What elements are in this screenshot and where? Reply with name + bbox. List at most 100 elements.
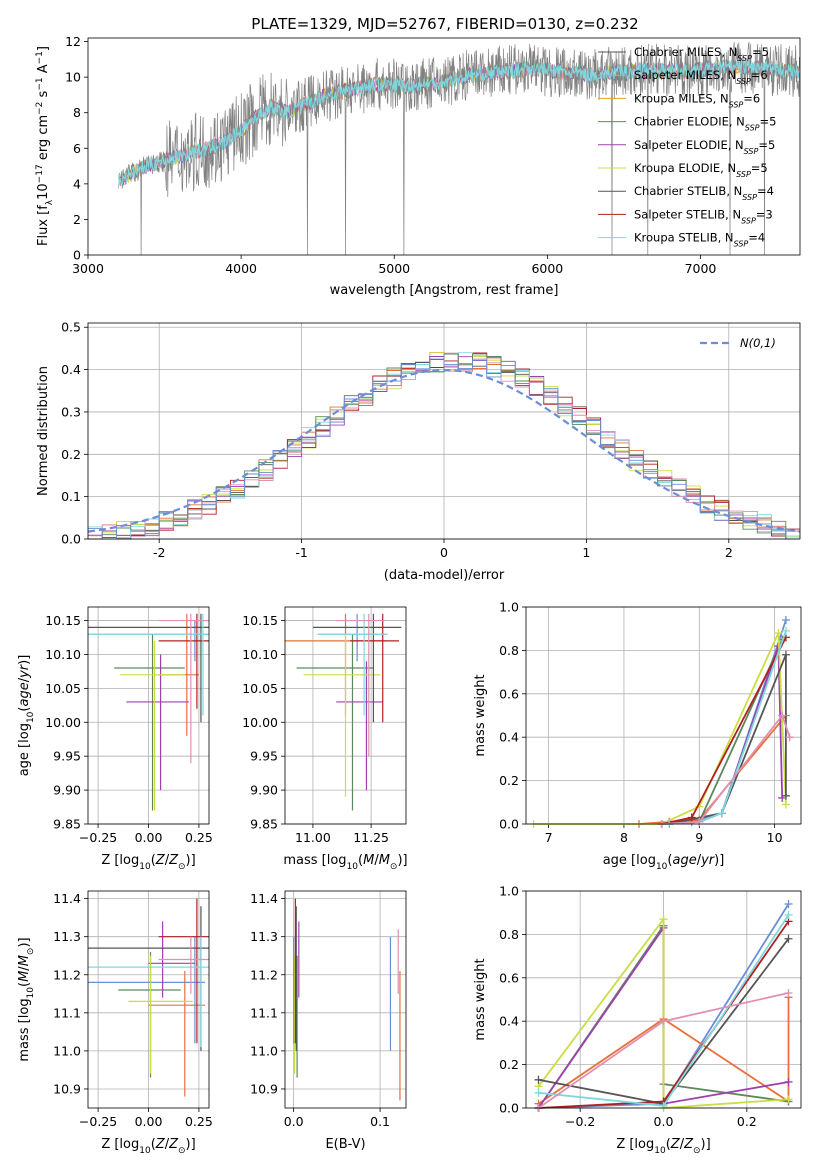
plus-marker [659, 1101, 668, 1110]
plus-marker [781, 791, 790, 800]
y-tick-label: 6 [73, 141, 81, 156]
y-tick-label: 0 [73, 248, 81, 263]
y-axis-label: mass weight [473, 958, 488, 1040]
spectrum-lines [118, 42, 800, 255]
y-tick-label: 0.6 [499, 970, 519, 985]
plus-marker [695, 817, 704, 826]
legend-entry: Chabrier STELIB, NSSP=4 [634, 184, 774, 202]
plus-marker [534, 1075, 543, 1084]
y-tick-label: 11.2 [250, 967, 278, 982]
spectrum-panel: 3000 4000 5000 6000 7000 0 2 4 6 8 10 12 wavelength … [35, 34, 801, 298]
x-tick-label: 0.25 [185, 1114, 213, 1129]
y-tick-label: 10.00 [242, 715, 278, 730]
y-tick-label: 0.8 [499, 643, 519, 658]
x-tick-label: 6000 [531, 261, 563, 276]
legend-entry: N(0,1) [740, 336, 776, 350]
y-tick-label: 9.95 [250, 749, 278, 764]
y-tick-label: 10.10 [45, 647, 81, 662]
x-tick-label: 2 [725, 545, 733, 560]
best-model-line [118, 59, 800, 186]
y-tick-label: 10.10 [242, 647, 278, 662]
y-tick-label: 8 [73, 105, 81, 120]
y-tick-label: 0.4 [499, 1014, 519, 1029]
x-tick-label: 0 [440, 545, 448, 560]
y-tick-label: 10.9 [53, 1081, 81, 1096]
y-tick-label: 10.15 [242, 613, 278, 628]
weight-line [638, 714, 787, 825]
plus-marker [659, 915, 668, 924]
x-tick-label: 0.00 [135, 1114, 163, 1129]
x-axis-label: (data-model)/error [384, 568, 505, 583]
y-tick-label: 9.85 [53, 817, 81, 832]
x-tick-label: 7 [545, 830, 553, 845]
plus-marker [781, 616, 790, 625]
plus-marker [784, 1095, 793, 1104]
y-axis-label: age [log10(age/yr)] [17, 655, 36, 777]
x-tick-label: 0.00 [135, 830, 163, 845]
axes-frame [525, 606, 802, 825]
plus-marker [784, 988, 793, 997]
legend-entry: Kroupa ELODIE, NSSP=5 [634, 161, 768, 179]
y-tick-label: 0.2 [499, 773, 519, 788]
y-tick-label: 4 [73, 176, 81, 191]
x-tick-label: 11.00 [295, 830, 331, 845]
x-axis-label: wavelength [Angstrom, rest frame] [330, 283, 559, 298]
y-tick-label: 11.3 [250, 929, 278, 944]
y-tick-label: 11.4 [53, 891, 81, 906]
y-tick-label: 11.0 [53, 1043, 81, 1058]
plus-marker [784, 910, 793, 919]
x-tick-label: 8 [620, 830, 628, 845]
y-tick-label: 10.9 [250, 1081, 278, 1096]
x-axis-label: E(B-V) [325, 1137, 365, 1152]
x-tick-label: 0.25 [185, 830, 213, 845]
weight-line [661, 636, 787, 825]
legend-entry: Salpeter ELODIE, NSSP=5 [634, 138, 775, 156]
plus-marker [659, 1017, 668, 1026]
y-tick-label: 12 [65, 34, 81, 49]
weight-vs-age-panel: 7 8 9 10 0.0 0.2 0.4 0.6 0.8 1.0 age [log10(age/yr… [473, 600, 802, 872]
y-tick-label: 11.4 [250, 891, 278, 906]
legend-entry: Kroupa MILES, NSSP=6 [634, 91, 760, 109]
x-axis-label: mass [log10(M/M⊙)] [283, 853, 407, 872]
plus-marker [778, 711, 787, 720]
age-vs-mass-panel: 11.00 11.25 9.85 9.90 9.95 10.00 10.05 10.10 10.… [242, 606, 408, 872]
weight-line [533, 632, 787, 825]
mass-vs-Z-panel: −0.25 0.00 0.25 10.9 11.0 11.1 11.2 11.3 11.4 Z [… [17, 890, 213, 1156]
gaussian-curve [87, 368, 801, 533]
x-axis-label: Z [log10(Z/Z⊙)] [616, 1137, 710, 1156]
y-tick-label: 9.90 [250, 783, 278, 798]
legend-entry: Chabrier ELODIE, NSSP=5 [634, 115, 776, 133]
weight-line [537, 997, 790, 1105]
plus-marker [784, 900, 793, 909]
y-tick-label: 10 [65, 70, 81, 85]
y-axis-label: Normed distribution [36, 366, 51, 496]
y-tick-label: 10.00 [45, 715, 81, 730]
y-tick-label: 10.05 [242, 681, 278, 696]
histogram-step [88, 358, 800, 540]
x-tick-label: −0.2 [565, 1114, 595, 1129]
x-tick-label: 10 [767, 830, 783, 845]
y-tick-label: 0.4 [61, 362, 81, 377]
plus-marker [784, 1077, 793, 1086]
axes-frame [284, 890, 407, 1109]
y-tick-label: 1.0 [499, 600, 519, 615]
y-tick-label: 0.8 [499, 927, 519, 942]
legend-entry: Salpeter MILES, NSSP=6 [634, 68, 768, 86]
y-tick-label: 9.95 [53, 749, 81, 764]
weight-line [661, 713, 791, 825]
y-tick-label: 0.0 [499, 1101, 519, 1116]
y-axis-label: mass weight [473, 674, 488, 756]
y-tick-label: 0.6 [499, 686, 519, 701]
mass-vs-EBV-panel: 0.0 0.1 10.9 11.0 11.1 11.2 11.3 11.4 E(B-V) [250, 890, 407, 1152]
axes-frame [87, 37, 801, 256]
legend-entry: Kroupa STELIB, NSSP=4 [634, 231, 765, 249]
y-tick-label: 0.0 [61, 532, 81, 547]
x-tick-label: −0.25 [79, 1114, 117, 1129]
y-tick-label: 2 [73, 212, 81, 227]
plus-marker [784, 934, 793, 943]
y-tick-label: 0.0 [499, 817, 519, 832]
x-tick-label: 7000 [685, 261, 717, 276]
x-axis-label: Z [log10(Z/Z⊙)] [101, 1137, 195, 1156]
weight-line [661, 645, 784, 825]
